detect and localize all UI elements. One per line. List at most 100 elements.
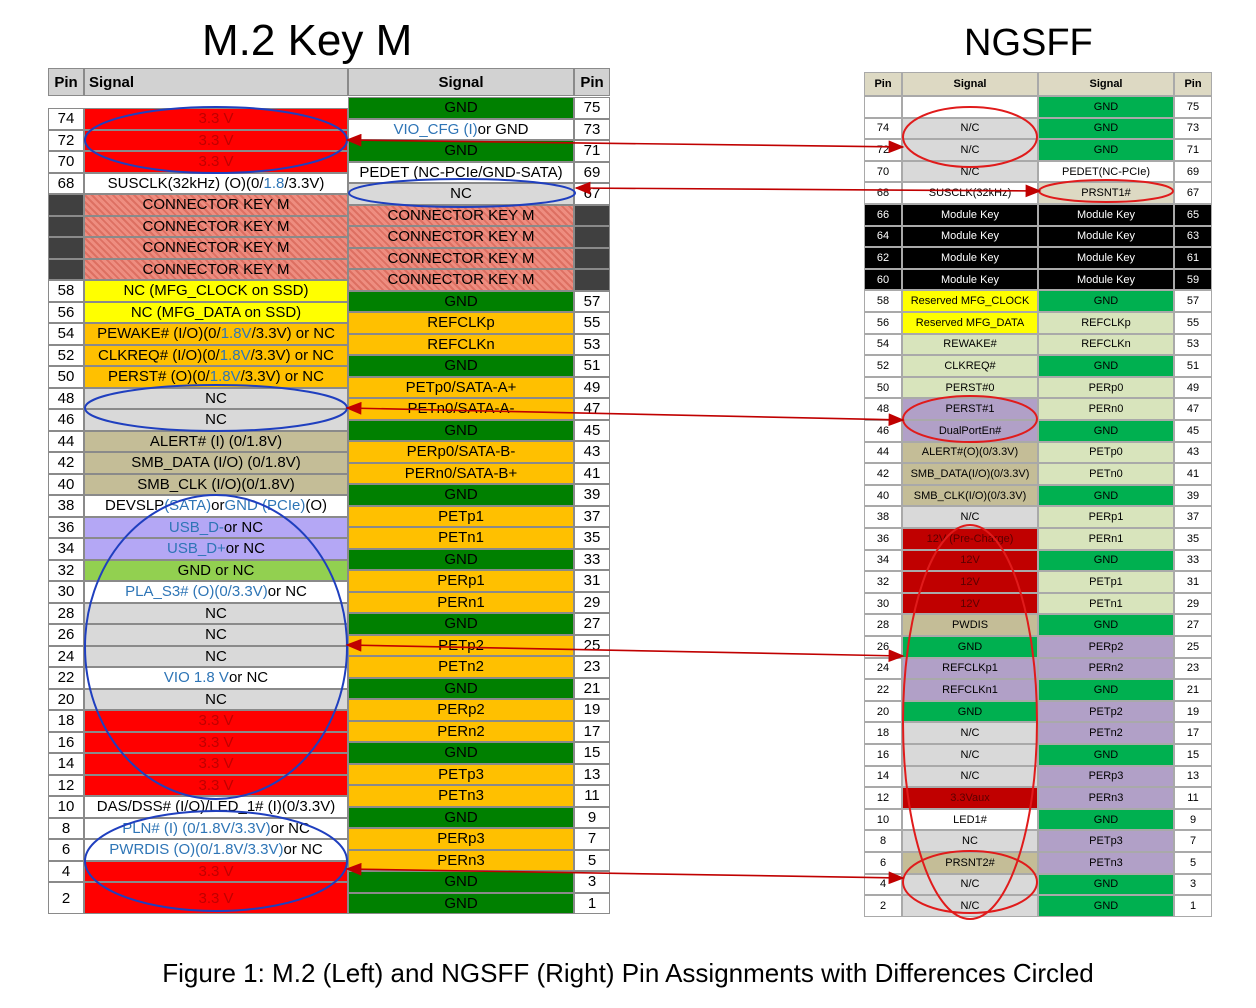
ngsff-left-signal: 12V [902, 549, 1038, 572]
ngsff-right-signal: PETn0 [1038, 463, 1174, 485]
ngsff-left-signal: SMB_DATA(I/O)(0/3.3V) [902, 463, 1038, 485]
ngsff-left-signal: REFCLKp1 [902, 657, 1038, 680]
ngsff-right-signal: GND [1038, 744, 1174, 766]
m2-left-signal: CONNECTOR KEY M [84, 258, 348, 280]
ngsff-right-pin: 21 [1174, 679, 1212, 701]
arrow-pins-46-48 [345, 401, 905, 427]
m2-circle-pins-20-36 [84, 494, 348, 800]
ngsff-left-pin [864, 96, 902, 118]
m2-left-pin: 46 [48, 409, 84, 431]
ngsff-right-pin: 7 [1174, 830, 1212, 852]
ngsff-left-pin: 60 [864, 268, 902, 291]
ngsff-left-pin: 22 [864, 679, 902, 701]
m2-right-pin: 13 [574, 763, 610, 785]
ngsff-right-signal: Module Key [1038, 225, 1174, 248]
ngsff-right-pin: 55 [1174, 312, 1212, 334]
m2-right-pin: 9 [574, 806, 610, 828]
ngsff-right-pin: 65 [1174, 204, 1212, 226]
m2-left-pin: 40 [48, 473, 84, 495]
m2-right-signal: PETp3 [348, 763, 574, 785]
m2-right-pin: 49 [574, 376, 610, 398]
ngsff-left-pin: 14 [864, 765, 902, 788]
m2-right-signal: CONNECTOR KEY M [348, 247, 574, 269]
ngsff-right-pin: 41 [1174, 463, 1212, 485]
m2-left-signal: NC [84, 688, 348, 710]
ngsff-left-pin: 56 [864, 312, 902, 334]
m2-right-signal: GND [348, 290, 574, 312]
m2-left-pin: 26 [48, 624, 84, 646]
ngsff-left-signal: ALERT#(O)(0/3.3V) [902, 441, 1038, 464]
m2-left-signal: NC (MFG_CLOCK on SSD) [84, 280, 348, 302]
ngsff-right-signal: PERp1 [1038, 506, 1174, 528]
ngsff-right-signal: GND [1038, 355, 1174, 377]
ngsff-left-pin: 32 [864, 571, 902, 593]
m2-right-signal: GND [348, 97, 574, 119]
m2-left-signal: PLA_S3# (O)(0/3.3V) or NC [84, 581, 348, 603]
m2-right-signal: PETn1 [348, 527, 574, 549]
ngsff-right-signal: Module Key [1038, 247, 1174, 269]
ngsff-left-signal: Module Key [902, 247, 1038, 269]
m2-left-pin [48, 215, 84, 237]
arrow-pin-67 [574, 181, 1042, 198]
m2-left-signal: GND or NC [84, 559, 348, 581]
m2-right-pin: 1 [574, 892, 610, 914]
m2-left-signal: NC [84, 645, 348, 667]
ngsff-left-signal: N/C [902, 506, 1038, 528]
m2-left-pin: 68 [48, 172, 84, 194]
m2-left-signal: 3.3 V [84, 774, 348, 796]
m2-header-signal-right: Signal [348, 68, 574, 96]
m2-left-signal: 3.3 V [84, 753, 348, 775]
m2-left-signal: DAS/DSS# (I/O)/LED_1# (I)(0/3.3V) [84, 796, 348, 818]
ngsff-left-pin: 62 [864, 247, 902, 269]
ngsff-right-pin: 61 [1174, 247, 1212, 269]
ngsff-left-signal: Module Key [902, 225, 1038, 248]
m2-left-signal: NC [84, 387, 348, 409]
m2-right-pin: 43 [574, 441, 610, 463]
ngsff-right-pin: 27 [1174, 614, 1212, 636]
m2-left-pin [48, 258, 84, 280]
ngsff-left-pin: 44 [864, 441, 902, 464]
ngsff-header-signal-left: Signal [902, 72, 1038, 96]
ngsff-right-pin: 75 [1174, 96, 1212, 118]
ngsff-right-signal: GND [1038, 290, 1174, 312]
ngsff-circle-pins-46-48 [902, 395, 1038, 443]
m2-left-pin: 58 [48, 280, 84, 302]
ngsff-right-signal: GND [1038, 873, 1174, 896]
m2-right-signal: PETp0/SATA-A+ [348, 376, 574, 398]
ngsff-left-pin: 2 [864, 895, 902, 917]
m2-circle-pins-4-8 [84, 810, 348, 912]
ngsff-right-pin: 45 [1174, 420, 1212, 442]
m2-left-pin: 18 [48, 710, 84, 732]
ngsff-right-pin: 35 [1174, 528, 1212, 550]
m2-header-pin-right: Pin [574, 68, 610, 96]
ngsff-right-signal: GND [1038, 679, 1174, 701]
m2-left-signal: DEVSLP (SATA) or GND (PCIe) (O) [84, 495, 348, 517]
m2-left-pin: 10 [48, 796, 84, 818]
m2-right-signal: CONNECTOR KEY M [348, 204, 574, 226]
ngsff-left-pin: 52 [864, 355, 902, 377]
ngsff-right-pin: 57 [1174, 290, 1212, 312]
ngsff-right-pin: 47 [1174, 398, 1212, 420]
ngsff-left-pin: 54 [864, 333, 902, 356]
ngsff-left-signal: REFCLKn1 [902, 679, 1038, 701]
ngsff-left-signal: LED1# [902, 808, 1038, 831]
m2-right-signal: NC [348, 183, 574, 205]
ngsff-right-pin: 31 [1174, 571, 1212, 593]
ngsff-right-signal: PETp1 [1038, 571, 1174, 593]
ngsff-right-pin: 33 [1174, 549, 1212, 572]
m2-header-pin-left: Pin [48, 68, 84, 96]
ngsff-left-pin: 36 [864, 528, 902, 550]
ngsff-left-signal: PERST#0 [902, 376, 1038, 399]
m2-left-pin: 6 [48, 839, 84, 861]
ngsff-right-pin: 59 [1174, 268, 1212, 291]
ngsff-right-signal: PERn3 [1038, 787, 1174, 809]
m2-circle-pins-46-48 [84, 384, 348, 432]
ngsff-left-pin: 70 [864, 160, 902, 183]
ngsff-right-pin: 51 [1174, 355, 1212, 377]
m2-left-pin: 36 [48, 516, 84, 538]
m2-right-signal: GND [348, 548, 574, 570]
ngsff-right-signal: PERn2 [1038, 657, 1174, 680]
m2-right-signal: REFCLKp [348, 312, 574, 334]
ngsff-circle-pins-14-38 [902, 524, 1038, 920]
m2-right-pin: 27 [574, 613, 610, 635]
